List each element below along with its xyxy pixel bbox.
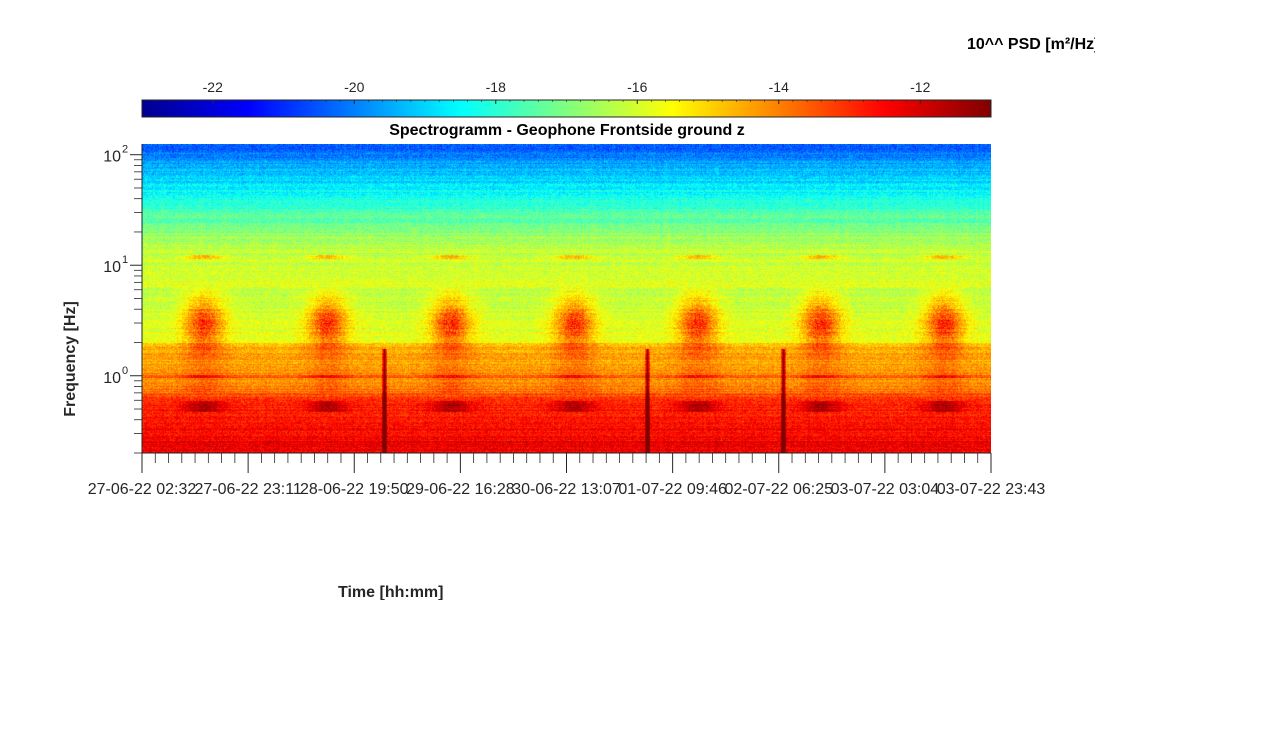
colorbar-tick-label: -22 <box>203 79 223 95</box>
y-tick-exponent: 1 <box>122 254 128 266</box>
y-axis-label: Frequency [Hz] <box>62 301 79 417</box>
x-tick-label: 30-06-22 13:07 <box>512 481 621 498</box>
x-tick-label: 27-06-22 23:11 <box>194 481 301 498</box>
colorbar-tick-label: -18 <box>486 79 506 95</box>
y-tick-exponent: 2 <box>122 144 128 156</box>
colorbar-label: 10^^ PSD [m²/Hz] <box>967 36 1095 53</box>
heatmap-area <box>142 144 991 453</box>
x-tick-label: 02-07-22 06:25 <box>724 481 833 498</box>
chart-title: Spectrogramm - Geophone Frontside ground… <box>389 122 745 139</box>
y-tick-label: 10 <box>103 259 121 276</box>
x-tick-label: 28-06-22 19:50 <box>300 481 409 498</box>
x-tick-label: 01-07-22 09:46 <box>618 481 727 498</box>
y-tick-label: 10 <box>103 149 121 166</box>
x-tick-label: 29-06-22 16:28 <box>406 481 515 498</box>
y-tick-label: 10 <box>103 370 121 387</box>
colorbar-tick-label: -20 <box>344 79 364 95</box>
colorbar-ticks: -22 -20 -18 -16 -14 -12 <box>141 79 992 104</box>
colorbar-tick-label: -12 <box>910 79 930 95</box>
colorbar <box>141 99 992 118</box>
x-axis-label: Time [hh:mm] <box>338 584 444 600</box>
x-tick-label: 27-06-22 02:32 <box>88 481 197 498</box>
x-tick-label: 03-07-22 03:04 <box>831 481 940 498</box>
colorbar-tick-label: -14 <box>769 79 789 95</box>
colorbar-tick-label: -16 <box>627 79 647 95</box>
y-tick-exponent: 0 <box>122 365 128 377</box>
x-tick-label: 03-07-22 23:43 <box>937 481 1046 498</box>
